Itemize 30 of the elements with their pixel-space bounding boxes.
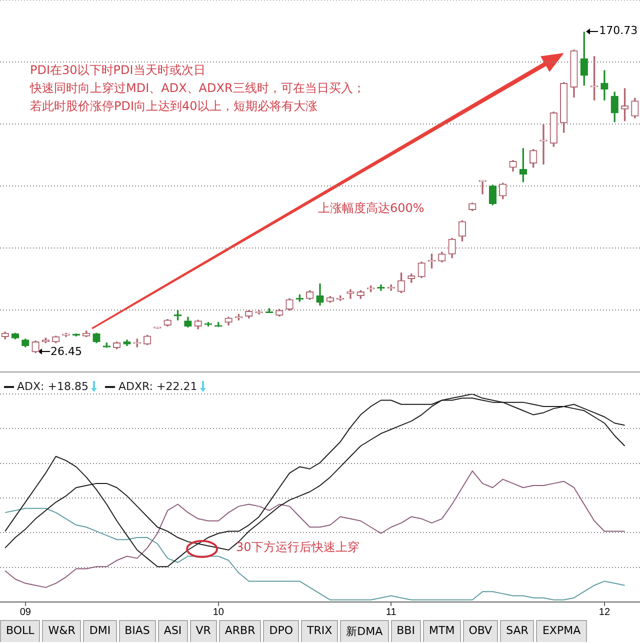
text: 新DMA — [340, 620, 389, 642]
text: BBI — [390, 620, 421, 642]
annotation: 170.73 — [599, 24, 638, 38]
text: TRIX — [300, 620, 338, 642]
legend-label: ADX: +18.85 — [17, 380, 88, 393]
x-tick-label: 11 — [386, 606, 397, 618]
x-tick-label: 09 — [20, 606, 32, 618]
text: BOLL — [0, 620, 40, 642]
annotation: PDI在30以下时PDI当天时或次日 — [30, 62, 206, 78]
text: EXPMA — [536, 620, 587, 642]
text: SAR — [500, 620, 534, 642]
text: DPO — [263, 620, 299, 642]
annotation: 上涨幅度高达600% — [318, 200, 424, 216]
x-tick-label: 12 — [598, 606, 610, 618]
annotation: 快速同时向上穿过MDI、ADX、ADXR三线时，可在当日买入； — [30, 80, 365, 96]
text: BIAS — [118, 620, 156, 642]
annotation: 若此时股价涨停PDI向上达到40以上，短期必将有大涨 — [30, 98, 318, 114]
candlestick — [600, 70, 608, 100]
text: DMI — [83, 620, 117, 642]
text: OBV — [462, 620, 498, 642]
annotation: 30下方运行后快速上穿 — [236, 539, 360, 555]
candlestick — [478, 180, 486, 194]
x-tick-label: 10 — [212, 606, 224, 618]
text: MTM — [422, 620, 461, 642]
annotation: 26.45 — [50, 344, 82, 358]
text: ARBR — [218, 620, 262, 642]
text: ASI — [158, 620, 188, 642]
legend-label: ADXR: +22.21 — [118, 380, 198, 393]
text: W&R — [42, 620, 82, 642]
text: VR — [190, 620, 217, 642]
